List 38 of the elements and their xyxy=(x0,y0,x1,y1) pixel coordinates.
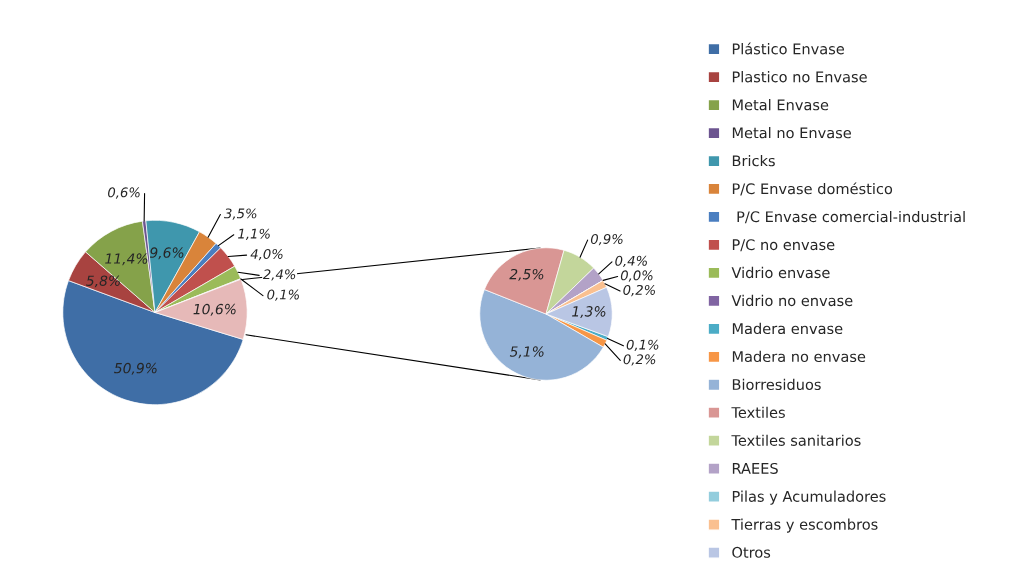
legend-label: Plastico no Envase xyxy=(732,71,867,83)
legend-label: Metal Envase xyxy=(732,99,829,111)
legend-label: Madera envase xyxy=(732,322,843,335)
legend-label: P/C Envase doméstico xyxy=(732,182,893,196)
data-label: 0,6% xyxy=(108,187,140,199)
legend-label: Textiles sanitarios xyxy=(731,434,861,446)
data-label: 1,3% xyxy=(572,306,606,319)
data-label: 3,5% xyxy=(224,208,257,220)
data-label: 2,4% xyxy=(262,269,296,281)
legend-label: P/C no envase xyxy=(732,239,835,252)
data-label: 5,8% xyxy=(86,275,120,288)
legend-label: Plástico Envase xyxy=(732,42,844,55)
legend-label: Metal no Envase xyxy=(732,127,851,139)
legend-label: Vidrio envase xyxy=(731,266,830,279)
legend-label: Pilas y Acumuladores xyxy=(732,490,886,505)
data-label: 0,4% xyxy=(615,255,647,268)
data-label: 0,1% xyxy=(267,289,299,301)
legend-label: RAEES xyxy=(732,462,778,474)
legend-label: Textiles xyxy=(731,406,785,418)
data-label: 0,2% xyxy=(623,354,656,366)
data-label: 4,0% xyxy=(250,248,283,261)
data-label: 5,1% xyxy=(509,346,544,359)
legend-label: Vidrio no envase xyxy=(731,294,853,307)
data-label: 9,6% xyxy=(150,247,184,260)
data-label: 0,9% xyxy=(590,233,623,246)
data-label: 0,2% xyxy=(623,284,655,297)
legend-label: Bricks xyxy=(732,155,775,167)
legend-label: P/C Envase comercial-industrial xyxy=(737,210,965,224)
data-label: 1,1% xyxy=(238,228,270,240)
text: 0,0% xyxy=(620,270,653,282)
data-label: 10,6% xyxy=(193,303,236,316)
data-label: 0,1% xyxy=(626,339,659,351)
legend-label: Otros xyxy=(732,546,771,558)
legend-label: Biorresiduos xyxy=(732,378,821,391)
data-label: 50,9% xyxy=(114,362,157,375)
data-label: 2,5% xyxy=(509,268,544,281)
legend-label: Madera no envase xyxy=(732,350,866,363)
legend-label: Tierras y escombros xyxy=(731,518,878,533)
